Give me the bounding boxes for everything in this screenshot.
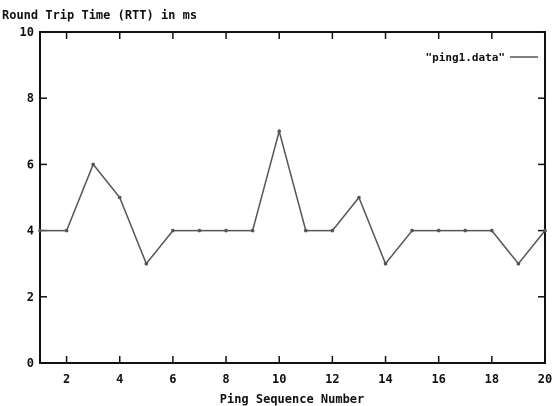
data-point xyxy=(91,162,95,167)
x-tick-label: 10 xyxy=(272,372,286,386)
data-point xyxy=(277,129,282,134)
data-points xyxy=(38,129,547,266)
y-tick-label: 4 xyxy=(27,224,34,238)
data-point xyxy=(171,228,175,233)
legend-label: "ping1.data" xyxy=(426,51,505,64)
x-tick-label: 14 xyxy=(378,372,392,386)
data-point xyxy=(64,228,69,233)
x-axis-label: Ping Sequence Number xyxy=(220,392,365,406)
x-tick-label: 6 xyxy=(169,372,176,386)
data-point xyxy=(543,228,547,233)
x-tick-label: 18 xyxy=(485,372,499,386)
x-tick-label: 20 xyxy=(538,372,552,386)
data-point xyxy=(197,228,202,233)
data-point xyxy=(144,261,149,266)
data-point xyxy=(516,261,521,266)
x-tick-label: 4 xyxy=(116,372,123,386)
data-point xyxy=(436,228,441,233)
data-point xyxy=(490,228,494,233)
data-point xyxy=(383,261,388,266)
data-point xyxy=(410,228,414,233)
y-tick-label: 8 xyxy=(27,91,34,105)
data-point xyxy=(117,195,122,200)
x-axis: 2 4 6 8 10 12 14 16 18 20 xyxy=(63,32,552,386)
data-point xyxy=(250,228,255,233)
y-tick-label: 0 xyxy=(27,356,34,370)
x-tick-label: 8 xyxy=(222,372,229,386)
series-line-ping1 xyxy=(40,128,546,266)
data-point xyxy=(463,228,468,233)
y-axis: 0 2 4 6 8 10 xyxy=(20,25,545,370)
chart-title: Round Trip Time (RTT) in ms xyxy=(2,8,197,22)
y-tick-label: 6 xyxy=(27,157,34,171)
data-point xyxy=(357,195,361,200)
y-tick-label: 10 xyxy=(20,25,34,39)
plot-frame xyxy=(39,31,546,364)
x-tick-label: 12 xyxy=(325,372,339,386)
data-point xyxy=(303,228,308,233)
x-tick-label: 16 xyxy=(431,372,445,386)
data-point xyxy=(38,228,42,233)
x-tick-label: 2 xyxy=(63,372,70,386)
y-tick-label: 2 xyxy=(27,290,34,304)
data-point xyxy=(224,228,228,233)
data-point xyxy=(330,228,335,233)
